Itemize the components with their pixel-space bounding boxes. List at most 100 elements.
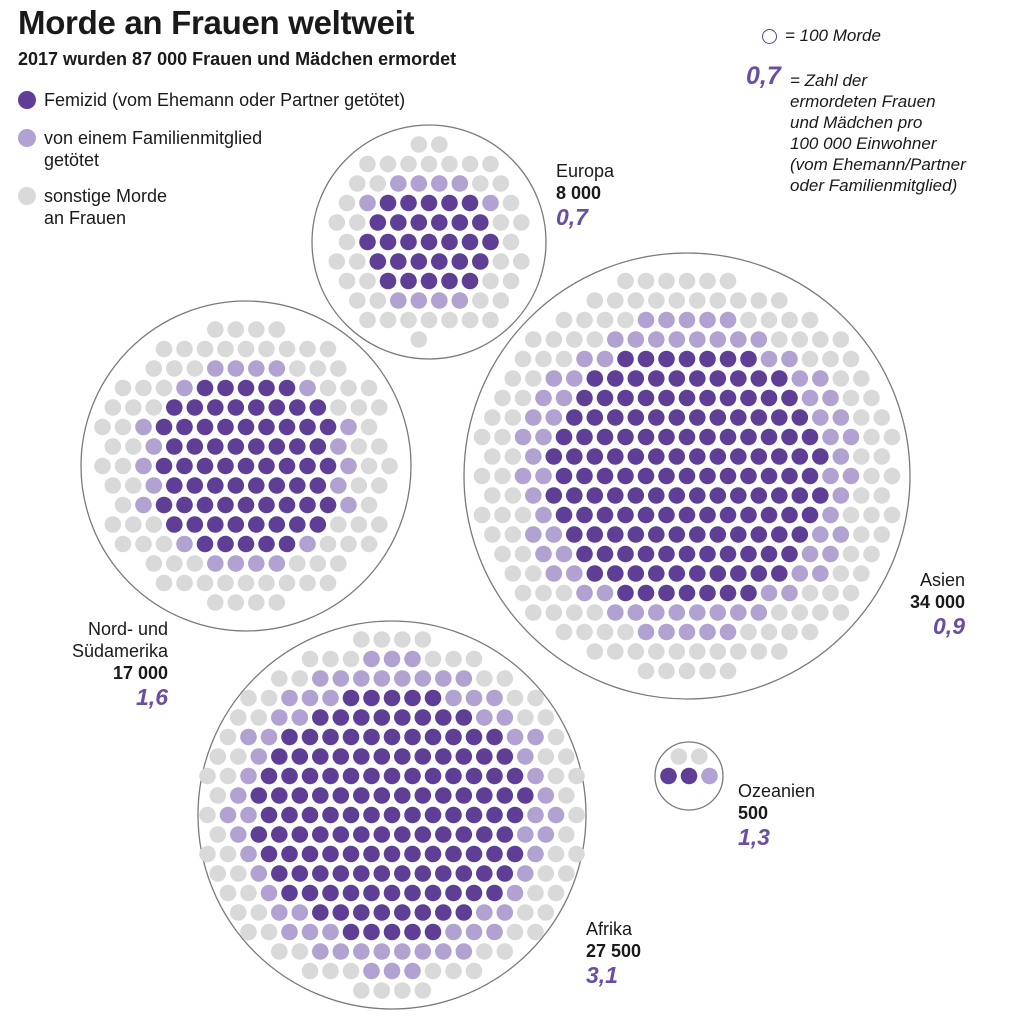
bubble-outline [463,252,911,700]
dot-other [186,555,204,572]
dot-other [301,962,319,980]
dot-partner [472,214,489,231]
dot-other [537,865,555,882]
dot-other [465,650,483,668]
dot-other [268,594,286,611]
legend-swatch-other [18,187,36,205]
dot-other [607,643,624,660]
dot-other [207,321,224,338]
bubble-europa [311,124,547,360]
dot-family [545,409,563,426]
dot-other [596,311,614,329]
dot-family [414,670,432,687]
dot-partner [801,428,819,446]
dot-partner [658,545,675,563]
dot-partner [607,487,624,504]
dot-other [155,574,173,592]
dot-other [668,643,686,660]
dot-other [431,136,448,153]
dot-partner [781,545,798,563]
dot-partner [486,767,503,785]
dot-partner [668,526,686,543]
dot-other [586,643,604,660]
dot-other [209,748,227,765]
dot-other [360,418,378,436]
dot-family [566,370,583,387]
dot-partner [196,418,214,436]
dot-family [451,292,469,309]
legend-item-family: von einem Familienmitglied getötet [18,127,262,171]
dot-partner [237,496,255,514]
dot-other [617,311,634,329]
dot-partner [379,194,397,212]
region-total: 500 [738,803,769,823]
dot-partner [299,418,316,436]
dot-partner [740,584,757,602]
dot-other [494,428,511,446]
dot-partner [353,904,370,921]
dot-family [230,787,247,804]
dot-family [822,467,839,485]
dot-other [114,418,132,436]
dot-family [812,526,829,543]
dot-partner [750,526,768,543]
dot-family [791,565,809,582]
dot-family [527,767,544,785]
dot-family [822,389,839,407]
dot-family [322,923,339,941]
dot-partner [771,487,788,504]
dot-family [145,477,163,494]
dot-family [668,604,686,621]
dot-other [472,175,489,192]
dot-other [360,496,378,514]
dot-partner [719,467,737,485]
dot-family [678,623,696,641]
dot-family [394,943,411,960]
dot-partner [699,506,716,524]
dot-other [207,594,224,611]
dot-other [369,175,387,192]
region-label-ozeanien: Ozeanien 500 1,3 [738,780,815,849]
dot-other [394,982,411,999]
dot-family [353,943,370,960]
dot-other [196,340,214,358]
dot-partner [390,214,407,231]
dot-partner [400,233,417,251]
dot-family [535,428,552,446]
dot-family [247,360,265,377]
dot-other [492,175,510,192]
dot-other [424,650,442,668]
dot-family [260,884,278,902]
dot-family [527,845,544,863]
dot-family [435,670,452,687]
dot-partner [379,272,397,290]
dot-family [506,884,524,902]
dot-partner [227,399,245,416]
dot-partner [363,728,380,746]
dot-family [537,826,555,843]
dot-partner [390,253,407,270]
dot-partner [247,438,265,455]
dot-other [349,214,366,231]
dot-other [547,884,565,902]
dot-other [230,904,247,921]
dot-partner [719,389,737,407]
dot-partner [420,194,438,212]
dot-other [771,292,788,309]
dot-other [670,748,688,765]
dot-other [373,631,391,648]
dot-partner [719,545,737,563]
dot-family [260,728,278,746]
dot-partner [658,506,675,524]
unit-circle-icon [762,28,777,44]
dot-other [832,604,850,621]
dot-other [863,467,880,485]
dot-other [328,253,346,270]
dot-other [349,292,366,309]
dot-partner [596,389,614,407]
dot-other [330,399,347,416]
dot-other [424,962,442,980]
dot-other [492,214,510,231]
dot-other [219,845,237,863]
dot-other [114,379,132,397]
